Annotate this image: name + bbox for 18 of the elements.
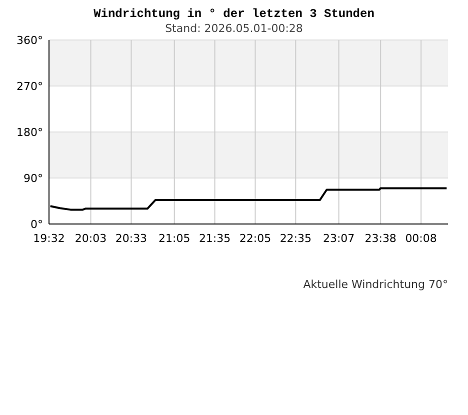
chart-subtitle: Stand: 2026.05.01-00:28 [165, 22, 303, 35]
y-tick-label: 0° [30, 218, 43, 231]
text: Aktuelle Windrichtung 70° [303, 278, 448, 291]
x-tick-label: 21:35 [198, 232, 231, 245]
x-tick-label: 23:07 [322, 232, 355, 245]
x-tick-label: 20:03 [74, 232, 107, 245]
x-tick-label: 21:05 [158, 232, 190, 245]
x-tick-label: 19:32 [33, 232, 65, 245]
y-tick-label: 270° [16, 80, 43, 93]
y-tick-label: 180° [16, 126, 43, 139]
x-tick-label: 22:35 [280, 232, 312, 245]
y-tick-label: 90° [24, 172, 43, 185]
x-tick-label: 00:08 [405, 232, 437, 245]
x-tick-label: 23:38 [364, 232, 396, 245]
y-tick-label: 360° [16, 34, 43, 47]
chart-title: Windrichtung in ° der letzten 3 Stunden [94, 7, 374, 21]
x-tick-label: 20:33 [115, 232, 148, 245]
x-tick-label: 22:05 [239, 232, 272, 245]
